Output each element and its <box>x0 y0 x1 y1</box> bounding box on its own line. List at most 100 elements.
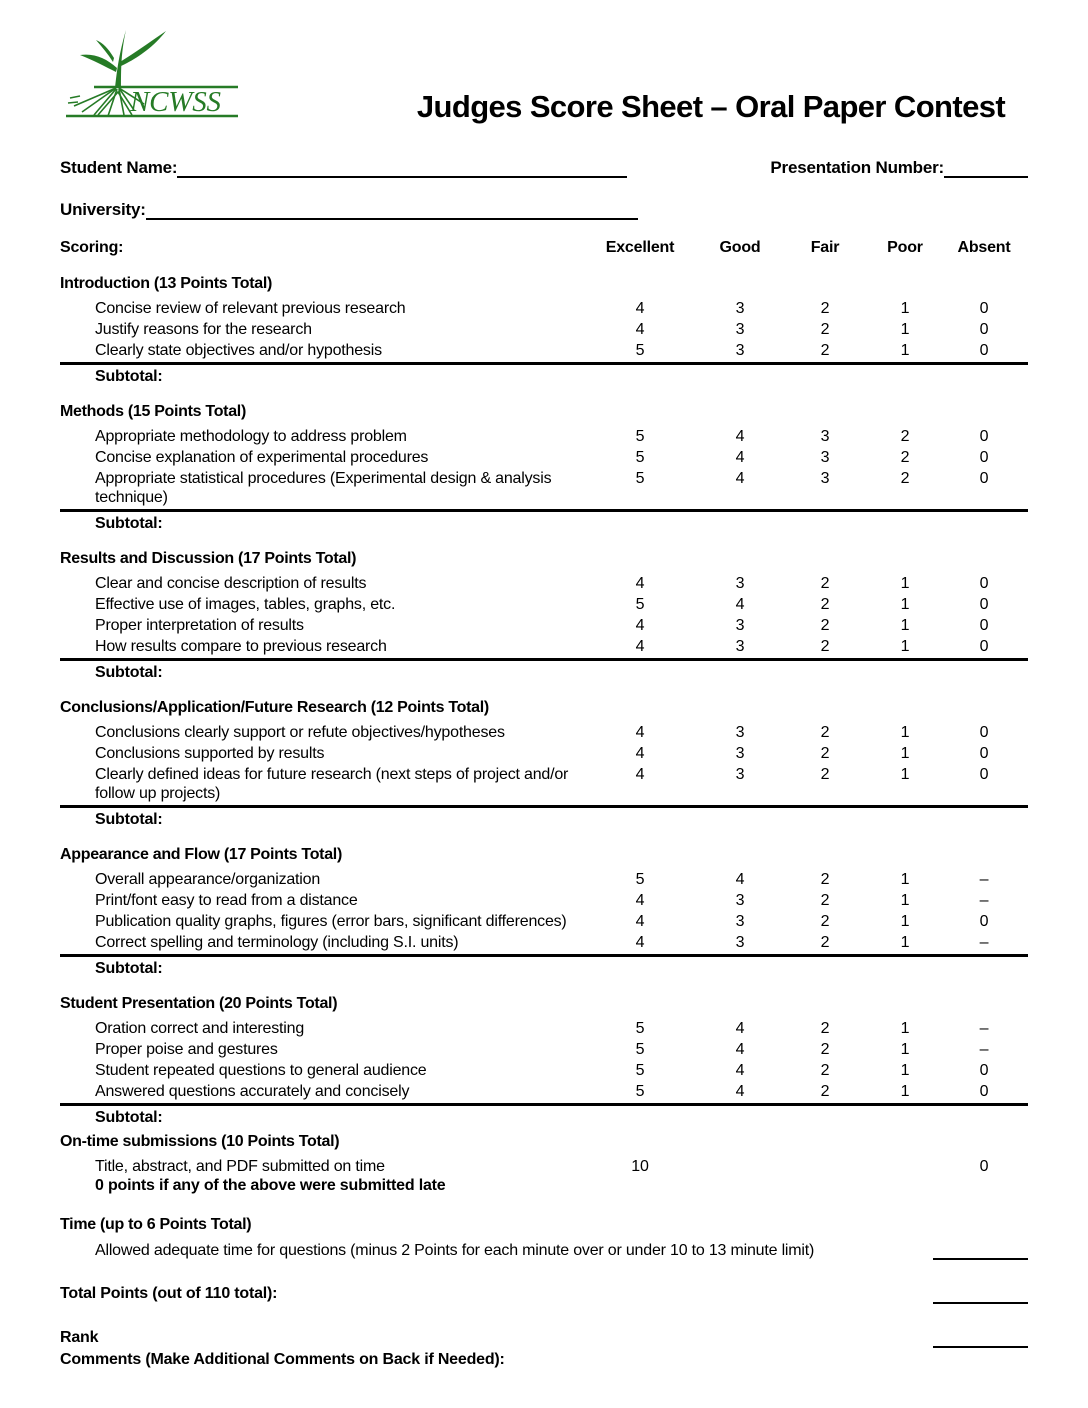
score-value: 1 <box>900 724 910 741</box>
row-description: Proper interpretation of results <box>95 617 304 634</box>
criterion-row: Title, abstract, and PDF submitted on ti… <box>60 1157 1028 1195</box>
score-value: 4 <box>735 596 745 613</box>
score-value: 1 <box>900 638 910 655</box>
row-description: Conclusions clearly support or refute ob… <box>95 724 505 741</box>
criterion-row: Appropriate statistical procedures (Expe… <box>60 469 1028 507</box>
score-value: 3 <box>735 934 745 951</box>
criterion-row: Effective use of images, tables, graphs,… <box>60 595 1028 614</box>
criterion-row: Clear and concise description of results… <box>60 574 1028 593</box>
score-value: 4 <box>635 766 645 783</box>
row-description: Publication quality graphs, figures (err… <box>95 913 567 930</box>
row-description: Student repeated questions to general au… <box>95 1062 427 1079</box>
total-points-row: Total Points (out of 110 total): <box>60 1284 1028 1304</box>
score-value: 0 <box>979 913 989 930</box>
score-value: – <box>979 871 989 888</box>
criterion-row: Publication quality graphs, figures (err… <box>60 912 1028 931</box>
row-description: Correct spelling and terminology (includ… <box>95 934 459 951</box>
criterion-row: Conclusions clearly support or refute ob… <box>60 723 1028 742</box>
section-title: Methods (15 Points Total) <box>60 403 246 420</box>
row-description: Clearly defined ideas for future researc… <box>95 766 569 802</box>
score-value: 1 <box>900 892 910 909</box>
score-value: 0 <box>979 470 989 487</box>
total-points-label: Total Points (out of 110 total): <box>60 1285 278 1302</box>
score-value: 4 <box>635 913 645 930</box>
student-name-label: Student Name: <box>60 158 178 177</box>
row-description: Effective use of images, tables, graphs,… <box>95 596 396 613</box>
criterion-row: Clearly defined ideas for future researc… <box>60 765 1028 803</box>
section-divider <box>60 1103 1028 1106</box>
column-header-absent: Absent <box>957 239 1011 256</box>
presentation-number-blank[interactable] <box>944 158 1028 178</box>
score-value: 1 <box>900 1083 910 1100</box>
scoring-section: Appearance and Flow (17 Points Total) Ove… <box>60 845 1028 978</box>
score-value: 0 <box>979 596 989 613</box>
score-value: 5 <box>635 342 645 359</box>
row-description: Print/font easy to read from a distance <box>95 892 358 909</box>
row-description: Appropriate methodology to address probl… <box>95 428 407 445</box>
section-title: Student Presentation (20 Points Total) <box>60 995 338 1012</box>
scoring-table: Scoring: Excellent Good Fair Poor Absent… <box>60 238 1028 1370</box>
criterion-row: Overall appearance/organization 5 4 2 1 – <box>60 870 1028 889</box>
score-value: 4 <box>735 1083 745 1100</box>
scoring-section: Conclusions/Application/Future Research … <box>60 698 1028 829</box>
row-description: How results compare to previous research <box>95 638 387 655</box>
score-value: 0 <box>979 1062 989 1079</box>
section-title: Conclusions/Application/Future Research … <box>60 699 489 716</box>
on-time-line1: Title, abstract, and PDF submitted on ti… <box>95 1158 385 1175</box>
score-value: 1 <box>900 617 910 634</box>
section-on-time-submissions: On-time submissions (10 Points Total) Ti… <box>60 1132 1028 1195</box>
score-value: 1 <box>900 871 910 888</box>
university-blank[interactable] <box>145 200 638 220</box>
scoring-section: Results and Discussion (17 Points Total)… <box>60 549 1028 682</box>
row-description: Answered questions accurately and concis… <box>95 1083 410 1100</box>
score-value: 4 <box>735 871 745 888</box>
score-value: 2 <box>900 449 910 466</box>
presentation-number-label: Presentation Number: <box>770 158 944 177</box>
subtotal-label: Subtotal: <box>95 1109 163 1126</box>
score-value: 3 <box>820 449 830 466</box>
score-value: 5 <box>635 1062 645 1079</box>
score-value: 3 <box>735 745 745 762</box>
row-description: Clear and concise description of results <box>95 575 367 592</box>
score-value: 4 <box>635 617 645 634</box>
criterion-row: Appropriate methodology to address probl… <box>60 427 1028 446</box>
row-description: Concise explanation of experimental proc… <box>95 449 429 466</box>
criterion-row: Conclusions supported by results 4 3 2 1 0 <box>60 744 1028 763</box>
time-score-blank[interactable] <box>933 1240 1028 1260</box>
section-title: Results and Discussion (17 Points Total) <box>60 550 357 567</box>
row-description: Oration correct and interesting <box>95 1020 305 1037</box>
score-value <box>870 1157 940 1195</box>
rank-blank[interactable] <box>933 1328 1028 1348</box>
column-header-excellent: Excellent <box>605 239 675 256</box>
score-value: 1 <box>900 934 910 951</box>
scoring-section: Introduction (13 Points Total) Concise re… <box>60 274 1028 386</box>
score-value: 2 <box>820 575 830 592</box>
score-value: 2 <box>820 1041 830 1058</box>
scoring-header-row: Scoring: Excellent Good Fair Poor Absent <box>60 238 1028 258</box>
score-value: 3 <box>735 766 745 783</box>
score-value: 0 <box>979 724 989 741</box>
score-value: 10 <box>631 1158 649 1175</box>
score-value: 4 <box>735 470 745 487</box>
scoring-label: Scoring: <box>60 239 124 256</box>
score-value: 5 <box>635 1020 645 1037</box>
criterion-row: Concise explanation of experimental proc… <box>60 448 1028 467</box>
subtotal-label: Subtotal: <box>95 960 163 977</box>
row-description: Clearly state objectives and/or hypothes… <box>95 342 382 359</box>
university-row: University: <box>60 200 1028 220</box>
total-points-blank[interactable] <box>933 1284 1028 1304</box>
student-name-blank[interactable] <box>177 158 628 178</box>
score-value: 0 <box>979 428 989 445</box>
score-value: 4 <box>635 638 645 655</box>
criterion-row: Clearly state objectives and/or hypothes… <box>60 341 1028 360</box>
score-value: 2 <box>820 745 830 762</box>
score-value: 4 <box>735 449 745 466</box>
score-value: 0 <box>979 1083 989 1100</box>
score-value: 1 <box>900 575 910 592</box>
scoring-section: Methods (15 Points Total) Appropriate met… <box>60 402 1028 533</box>
score-value: 2 <box>900 470 910 487</box>
rank-row: Rank <box>60 1328 1028 1348</box>
score-value <box>780 1157 870 1195</box>
criterion-row: Concise review of relevant previous rese… <box>60 299 1028 318</box>
